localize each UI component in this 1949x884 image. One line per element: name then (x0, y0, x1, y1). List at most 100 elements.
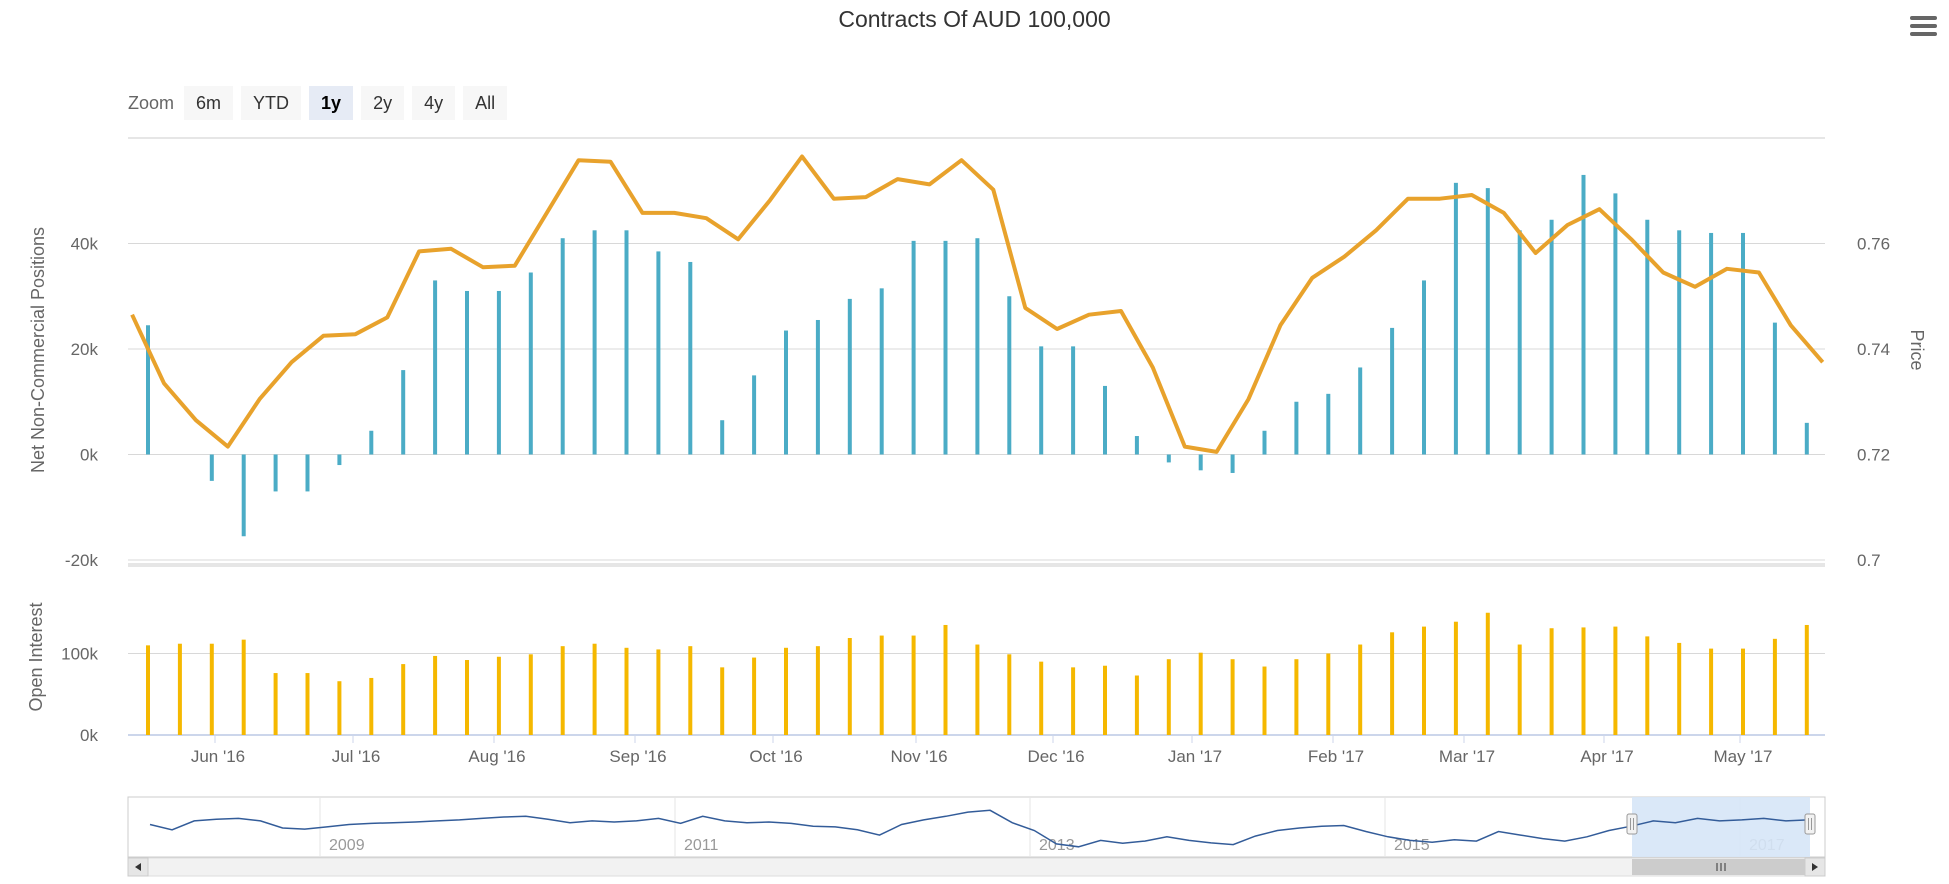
oi-bar-12 (528, 654, 533, 735)
y-axis-title-price: Price (1907, 329, 1927, 370)
oi-bar-13 (560, 646, 565, 735)
price-tick-label-3: 0.7 (1857, 551, 1881, 570)
zoom-1y-button[interactable]: 1y (309, 86, 354, 120)
net-bar-39 (1390, 327, 1395, 455)
net-bar-19 (752, 375, 757, 455)
oi-bar-25 (943, 624, 948, 735)
oi-bar-0 (146, 645, 150, 735)
navigator-year-label-1: 2011 (684, 837, 719, 854)
oi-bar-48 (1677, 642, 1682, 735)
navigator-background (127, 796, 1826, 858)
x-tick-label-5: Nov '16 (890, 747, 947, 766)
oi-bar-14 (592, 643, 597, 735)
net-bar-24 (911, 240, 916, 455)
zoom-2y-button[interactable]: 2y (361, 86, 405, 120)
net-bar-34 (1230, 454, 1235, 473)
net-bar-50 (1741, 232, 1745, 455)
navigator-right-handle[interactable] (1804, 813, 1816, 835)
y-axis-title-open-interest: Open Interest (26, 602, 46, 711)
navigator-year-label-3: 2015 (1394, 837, 1430, 854)
net-bar-32 (1166, 454, 1171, 463)
net-bar-6 (337, 454, 342, 466)
net-tick-label-2: 0k (80, 446, 98, 465)
oi-bar-24 (911, 635, 916, 735)
y-axis-title-net-positions: Net Non-Commercial Positions (28, 227, 48, 473)
menu-bar-bottom (1910, 32, 1937, 36)
oi-bar-34 (1230, 659, 1235, 735)
zoom-ytd-button[interactable]: YTD (241, 86, 302, 120)
oi-bar-22 (847, 638, 852, 735)
net-bar-43 (1517, 230, 1522, 455)
menu-bar-middle (1910, 24, 1937, 28)
price-tick-labels: 0.76 0.74 0.72 0.7 (1857, 235, 1890, 571)
oi-bar-31 (1134, 675, 1139, 735)
net-bar-42 (1485, 188, 1490, 455)
net-bar-38 (1358, 367, 1363, 455)
menu-bar-top (1910, 16, 1937, 20)
navigator[interactable]: 20092011201320152017 (127, 796, 1826, 877)
navigator-year-label-0: 2009 (329, 837, 365, 854)
net-bar-20 (784, 330, 788, 455)
oi-bar-4 (273, 673, 278, 735)
navigator-left-handle[interactable] (1626, 813, 1638, 835)
price-line (130, 154, 1825, 454)
x-tick-label-3: Sep '16 (609, 747, 666, 766)
net-bar-37 (1326, 393, 1331, 455)
net-bar-48 (1677, 230, 1682, 455)
net-bar-7 (369, 430, 374, 455)
net-bar-27 (1007, 296, 1012, 455)
net-bar-49 (1709, 232, 1714, 455)
net-bar-46 (1613, 193, 1618, 455)
net-bar-22 (847, 298, 852, 455)
net-tick-label-3: -20k (65, 551, 99, 570)
oi-bar-5 (305, 673, 310, 735)
oi-bar-20 (784, 647, 788, 735)
net-bar-4 (273, 454, 278, 492)
net-positions-tick-labels: 40k 20k 0k -20k (65, 235, 99, 571)
oi-bar-9 (433, 655, 438, 735)
net-bar-12 (528, 272, 533, 455)
hamburger-menu-icon[interactable] (1910, 16, 1937, 38)
net-bar-30 (1103, 385, 1107, 455)
oi-bar-42 (1485, 612, 1490, 735)
zoom-all-button[interactable]: All (463, 86, 508, 120)
oi-bar-39 (1390, 632, 1395, 735)
price-tick-label-0: 0.76 (1857, 235, 1890, 254)
oi-bar-50 (1741, 648, 1745, 735)
oi-bar-8 (401, 664, 406, 735)
oi-bar-19 (752, 657, 757, 735)
net-bar-25 (943, 240, 948, 455)
oi-bar-32 (1166, 659, 1171, 735)
axis-labels: Net Non-Commercial Positions Price Open … (26, 227, 1927, 712)
oi-bar-10 (465, 660, 469, 735)
oi-bar-28 (1039, 661, 1044, 735)
oi-bar-7 (369, 677, 374, 735)
x-tick-label-1: Jul '16 (332, 747, 381, 766)
oi-bar-23 (879, 635, 884, 735)
price-series (130, 154, 1825, 454)
zoom-selector: Zoom 6m YTD 1y 2y 4y All (128, 86, 515, 120)
net-bar-11 (496, 290, 501, 455)
x-tick-label-6: Dec '16 (1027, 747, 1084, 766)
oi-bar-33 (1198, 652, 1203, 735)
oi-bar-21 (815, 646, 820, 735)
zoom-4y-button[interactable]: 4y (412, 86, 456, 120)
net-bar-13 (560, 238, 565, 455)
net-bar-40 (1422, 280, 1426, 455)
x-tick-label-4: Oct '16 (749, 747, 802, 766)
net-tick-label-1: 20k (71, 340, 99, 359)
x-tick-label-8: Feb '17 (1308, 747, 1364, 766)
net-bar-2 (209, 454, 214, 481)
net-bar-51 (1772, 322, 1777, 455)
oi-bar-2 (209, 643, 214, 735)
oi-bar-29 (1071, 667, 1076, 735)
x-axis: Jun '16 Jul '16 Aug '16 Sep '16 Oct '16 Nov '… (191, 735, 1773, 766)
oi-bar-15 (624, 647, 629, 735)
scroll-right-arrow-icon (1812, 863, 1818, 871)
x-tick-label-0: Jun '16 (191, 747, 245, 766)
net-bar-33 (1198, 454, 1203, 471)
chart-title: Contracts Of AUD 100,000 (838, 6, 1111, 32)
zoom-6m-button[interactable]: 6m (184, 86, 234, 120)
net-bar-21 (815, 319, 820, 455)
oi-bar-1 (177, 643, 182, 735)
